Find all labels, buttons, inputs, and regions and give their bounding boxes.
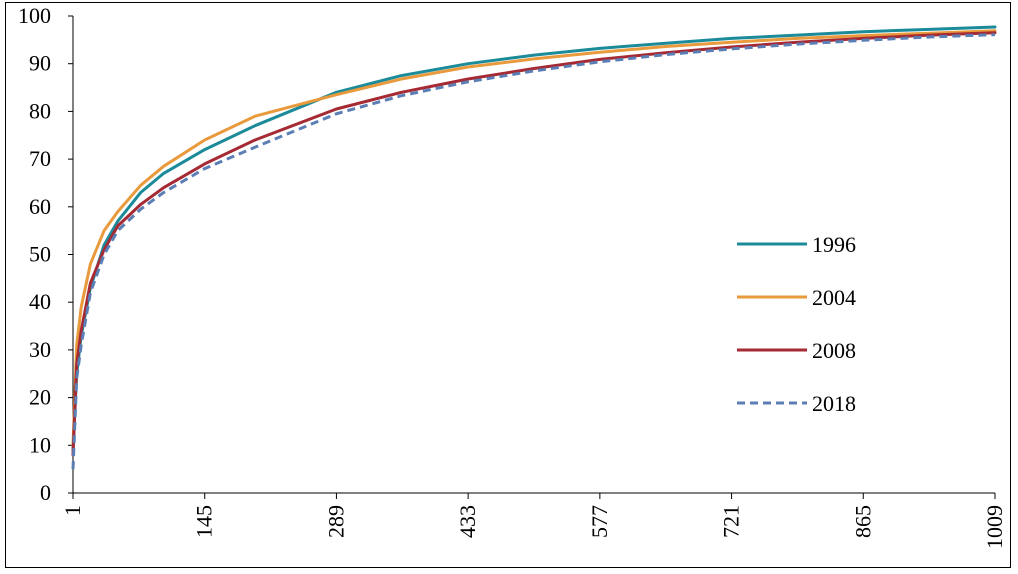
x-tick-label: 865 xyxy=(850,505,875,538)
series-line-1996 xyxy=(71,25,997,452)
y-tick-label: 20 xyxy=(29,385,51,410)
y-tick-label: 80 xyxy=(29,98,51,123)
x-tick-label: 289 xyxy=(323,505,348,538)
legend-label-1996: 1996 xyxy=(812,232,856,257)
y-tick-label: 90 xyxy=(29,51,51,76)
x-tick-label: 433 xyxy=(455,505,480,538)
x-tick-label: 145 xyxy=(192,505,217,538)
y-tick-label: 70 xyxy=(29,146,51,171)
y-tick-label: 40 xyxy=(29,289,51,314)
x-tick-label: 577 xyxy=(587,505,612,538)
y-tick-label: 50 xyxy=(29,242,51,267)
x-tick-label: 1009 xyxy=(982,505,1007,549)
y-tick-label: 100 xyxy=(18,3,51,28)
y-tick-label: 60 xyxy=(29,194,51,219)
legend: 1996 2004 2008 2018 xyxy=(737,232,856,416)
legend-label-2018: 2018 xyxy=(812,391,856,416)
y-tick-label: 30 xyxy=(29,337,51,362)
x-tick-label: 721 xyxy=(719,505,744,538)
series-line-2008 xyxy=(71,31,997,457)
legend-label-2008: 2008 xyxy=(812,338,856,363)
chart-frame xyxy=(5,2,1011,568)
series-line-2018 xyxy=(71,33,996,470)
series-line-2004 xyxy=(71,29,997,447)
y-tick-label: 10 xyxy=(29,432,51,457)
legend-label-2004: 2004 xyxy=(812,285,856,310)
x-tick-label: 1 xyxy=(60,505,85,516)
y-tick-label: 0 xyxy=(40,480,51,505)
series-layer xyxy=(71,25,997,470)
axes: 0 10 20 30 40 50 60 70 80 90 100 1 145 289 433 577 721 86… xyxy=(18,3,1007,549)
